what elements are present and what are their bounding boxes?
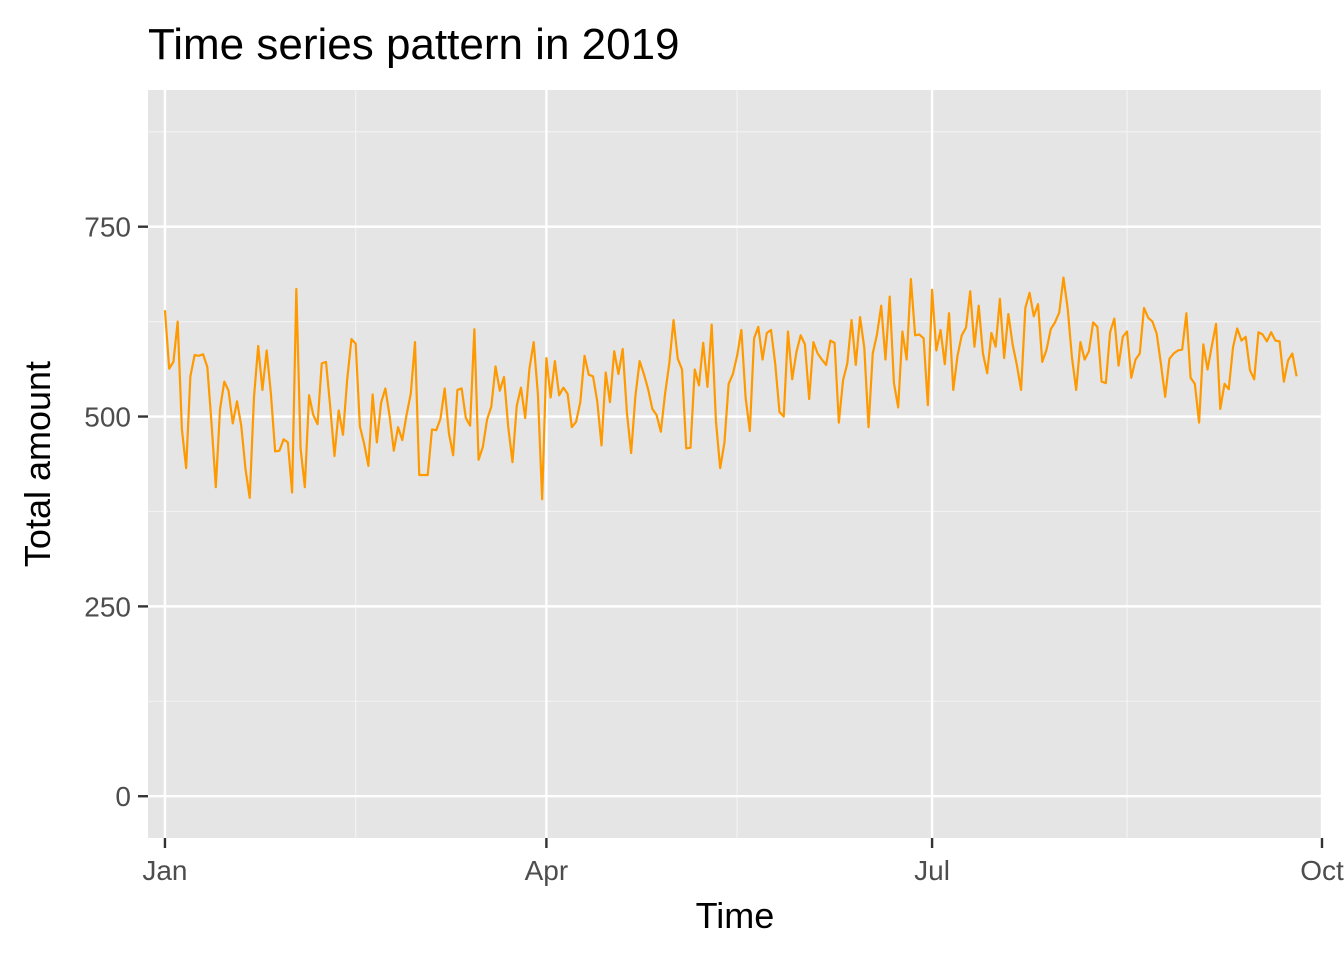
x-tick-label: Apr bbox=[525, 855, 569, 886]
y-tick-label: 250 bbox=[84, 591, 131, 622]
y-axis-title: Total amount bbox=[17, 361, 58, 567]
y-tick-label: 750 bbox=[84, 212, 131, 243]
y-axis: 0 250 500 750 bbox=[84, 212, 148, 812]
x-tick-label: Oct bbox=[1300, 855, 1344, 886]
y-tick-label: 0 bbox=[115, 781, 131, 812]
x-axis-title: Time bbox=[696, 895, 775, 936]
x-tick-label: Jul bbox=[914, 855, 950, 886]
x-axis: Jan Apr Jul Oct bbox=[142, 838, 1344, 886]
grid-major bbox=[148, 90, 1324, 838]
series-line bbox=[163, 276, 1298, 501]
plot-panel bbox=[148, 90, 1322, 838]
y-tick-label: 500 bbox=[84, 402, 131, 433]
x-tick-label: Jan bbox=[142, 855, 187, 886]
series-layer bbox=[163, 276, 1298, 501]
grid-minor bbox=[148, 90, 1322, 838]
chart-title: Time series pattern in 2019 bbox=[148, 20, 680, 69]
